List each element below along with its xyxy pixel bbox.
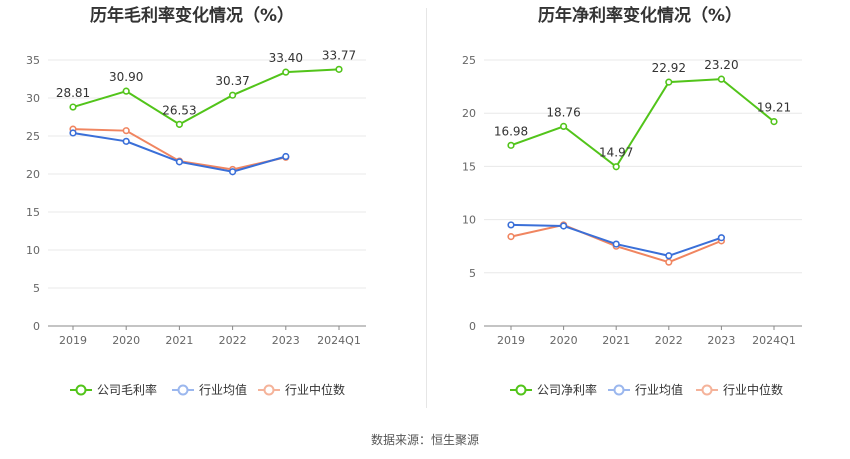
net-x-tick-label: 2024Q1: [752, 334, 796, 347]
gross-legend-marker: [263, 384, 275, 396]
gross-y-tick-label: 10: [26, 244, 40, 257]
gross-legend-label: 公司毛利率: [97, 382, 157, 397]
gross-data-label: 30.90: [109, 70, 143, 84]
gross-data-point: [122, 137, 130, 145]
gross-data-label: 26.53: [162, 103, 196, 117]
net-x-tick-label: 2023: [707, 334, 735, 347]
chart-gross-margin: 历年毛利率变化情况（%） 0 5 10 15 20 25 30 35 2019 2020 2021 20…: [26, 5, 366, 397]
gross-data-point: [175, 158, 183, 166]
gross-data-point: [229, 168, 237, 176]
net-x-tick-label: 2022: [655, 334, 683, 347]
gross-series-line: [72, 68, 340, 126]
gross-legend-marker: [177, 384, 189, 396]
gross-y-tick-label: 30: [26, 92, 40, 105]
net-y-tick-label: 5: [469, 267, 476, 280]
net-data-label: 18.76: [546, 105, 580, 119]
gross-data-point: [175, 120, 183, 128]
net-data-point: [612, 163, 620, 171]
net-data-label: 22.92: [652, 61, 686, 75]
gross-data-point: [229, 91, 237, 99]
gross-data-label: 33.77: [322, 48, 356, 62]
net-y-tick-label: 20: [462, 107, 476, 120]
net-data-point: [665, 258, 673, 266]
gross-data-point: [122, 127, 130, 135]
net-data-point: [665, 78, 673, 86]
source-note: 数据来源：恒生聚源: [370, 433, 479, 447]
chart-net-margin: 历年净利率变化情况（%） 0 5 10 15 20 25 2019 2020 2021 2022 20…: [462, 5, 802, 397]
gross-data-point: [282, 68, 290, 76]
gross-data-point: [69, 103, 77, 111]
net-data-label: 23.20: [704, 58, 738, 72]
net-legend-item[interactable]: 公司净利率: [510, 382, 597, 397]
net-y-tick-label: 0: [469, 320, 476, 333]
gross-data-label: 28.81: [56, 86, 90, 100]
gross-x-tick-label: 2024Q1: [317, 334, 361, 347]
gross-legend-item[interactable]: 公司毛利率: [70, 382, 157, 397]
net-data-point: [507, 141, 515, 149]
net-y-tick-label: 10: [462, 214, 476, 227]
gross-x-tick-label: 2020: [112, 334, 140, 347]
gross-series-line: [72, 131, 287, 173]
net-series-line: [510, 78, 775, 169]
gross-chart-title: 历年毛利率变化情况（%）: [90, 5, 294, 26]
net-data-point: [665, 252, 673, 260]
net-data-point: [770, 118, 778, 126]
gross-x-tick-label: 2021: [165, 334, 193, 347]
gross-legend-label: 行业均值: [199, 382, 247, 397]
net-legend-marker: [701, 384, 713, 396]
net-chart-title: 历年净利率变化情况（%）: [538, 5, 742, 26]
net-legend-item[interactable]: 行业均值: [608, 382, 683, 397]
gross-y-tick-label: 0: [33, 320, 40, 333]
net-data-label: 14.97: [599, 146, 633, 160]
gross-data-label: 30.37: [215, 74, 249, 88]
gross-x-tick-label: 2019: [59, 334, 87, 347]
gross-legend-item[interactable]: 行业中位数: [258, 382, 345, 397]
net-y-tick-label: 25: [462, 54, 476, 67]
gross-data-label: 33.40: [269, 51, 303, 65]
net-legend-label: 公司净利率: [537, 382, 597, 397]
gross-y-tick-label: 25: [26, 130, 40, 143]
panel-divider: [426, 8, 427, 408]
net-legend-marker: [613, 384, 625, 396]
net-x-tick-label: 2020: [550, 334, 578, 347]
net-legend-item[interactable]: 行业中位数: [696, 382, 783, 397]
gross-y-tick-label: 35: [26, 54, 40, 67]
net-data-point: [612, 240, 620, 248]
net-y-tick-label: 15: [462, 160, 476, 173]
net-data-point: [560, 222, 568, 230]
gross-legend-label: 行业中位数: [285, 382, 345, 397]
net-legend-label: 行业中位数: [723, 382, 783, 397]
net-legend-marker: [515, 384, 527, 396]
gross-legend-marker: [75, 384, 87, 396]
net-data-point: [507, 233, 515, 241]
gross-legend-item[interactable]: 行业均值: [172, 382, 247, 397]
net-x-tick-label: 2021: [602, 334, 630, 347]
net-data-point: [560, 122, 568, 130]
net-data-point: [717, 234, 726, 242]
gross-data-point: [69, 129, 77, 137]
gross-data-point: [282, 152, 290, 161]
net-data-label: 16.98: [494, 124, 528, 138]
net-data-point: [507, 221, 515, 229]
net-legend-label: 行业均值: [635, 382, 683, 397]
net-data-point: [717, 75, 726, 83]
gross-x-tick-label: 2023: [272, 334, 300, 347]
gross-data-point: [122, 87, 130, 95]
gross-data-point: [335, 65, 343, 73]
gross-x-tick-label: 2022: [219, 334, 247, 347]
gross-y-tick-label: 15: [26, 206, 40, 219]
gross-y-tick-label: 5: [33, 282, 40, 295]
net-x-tick-label: 2019: [497, 334, 525, 347]
gross-y-tick-label: 20: [26, 168, 40, 181]
net-data-label: 19.21: [757, 101, 791, 115]
